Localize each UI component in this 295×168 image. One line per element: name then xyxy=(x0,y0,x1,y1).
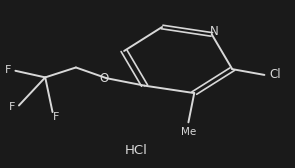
Text: F: F xyxy=(9,102,15,112)
Text: HCl: HCl xyxy=(124,144,147,157)
Text: F: F xyxy=(5,65,11,75)
Text: O: O xyxy=(99,72,108,85)
Text: Cl: Cl xyxy=(270,68,281,81)
Text: F: F xyxy=(53,112,59,122)
Text: Me: Me xyxy=(181,127,197,137)
Text: N: N xyxy=(210,25,219,38)
